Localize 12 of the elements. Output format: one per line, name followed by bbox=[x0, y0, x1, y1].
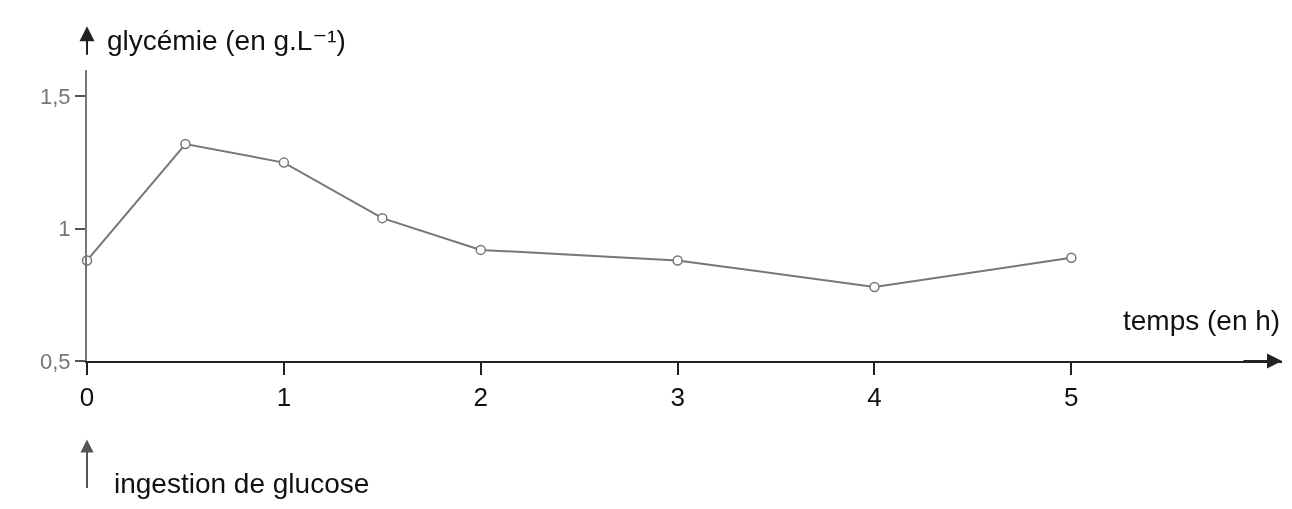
y-tick-label: 1 bbox=[58, 216, 71, 242]
x-tick-label: 3 bbox=[670, 382, 685, 413]
x-tick-label: 4 bbox=[867, 382, 882, 413]
y-tick-label: 1,5 bbox=[40, 84, 71, 110]
y-axis-title: glycémie (en g.L⁻¹) bbox=[107, 25, 346, 56]
x-tick-label: 0 bbox=[79, 382, 95, 413]
x-tick-label: 2 bbox=[473, 382, 488, 413]
y-tick-label: 0,5 bbox=[40, 348, 71, 374]
x-axis-title: temps (en h) bbox=[1123, 305, 1281, 336]
x-tick-label: 1 bbox=[276, 382, 292, 413]
x-tick-label: 5 bbox=[1064, 382, 1079, 413]
text: ingestion de glucose bbox=[114, 468, 370, 499]
